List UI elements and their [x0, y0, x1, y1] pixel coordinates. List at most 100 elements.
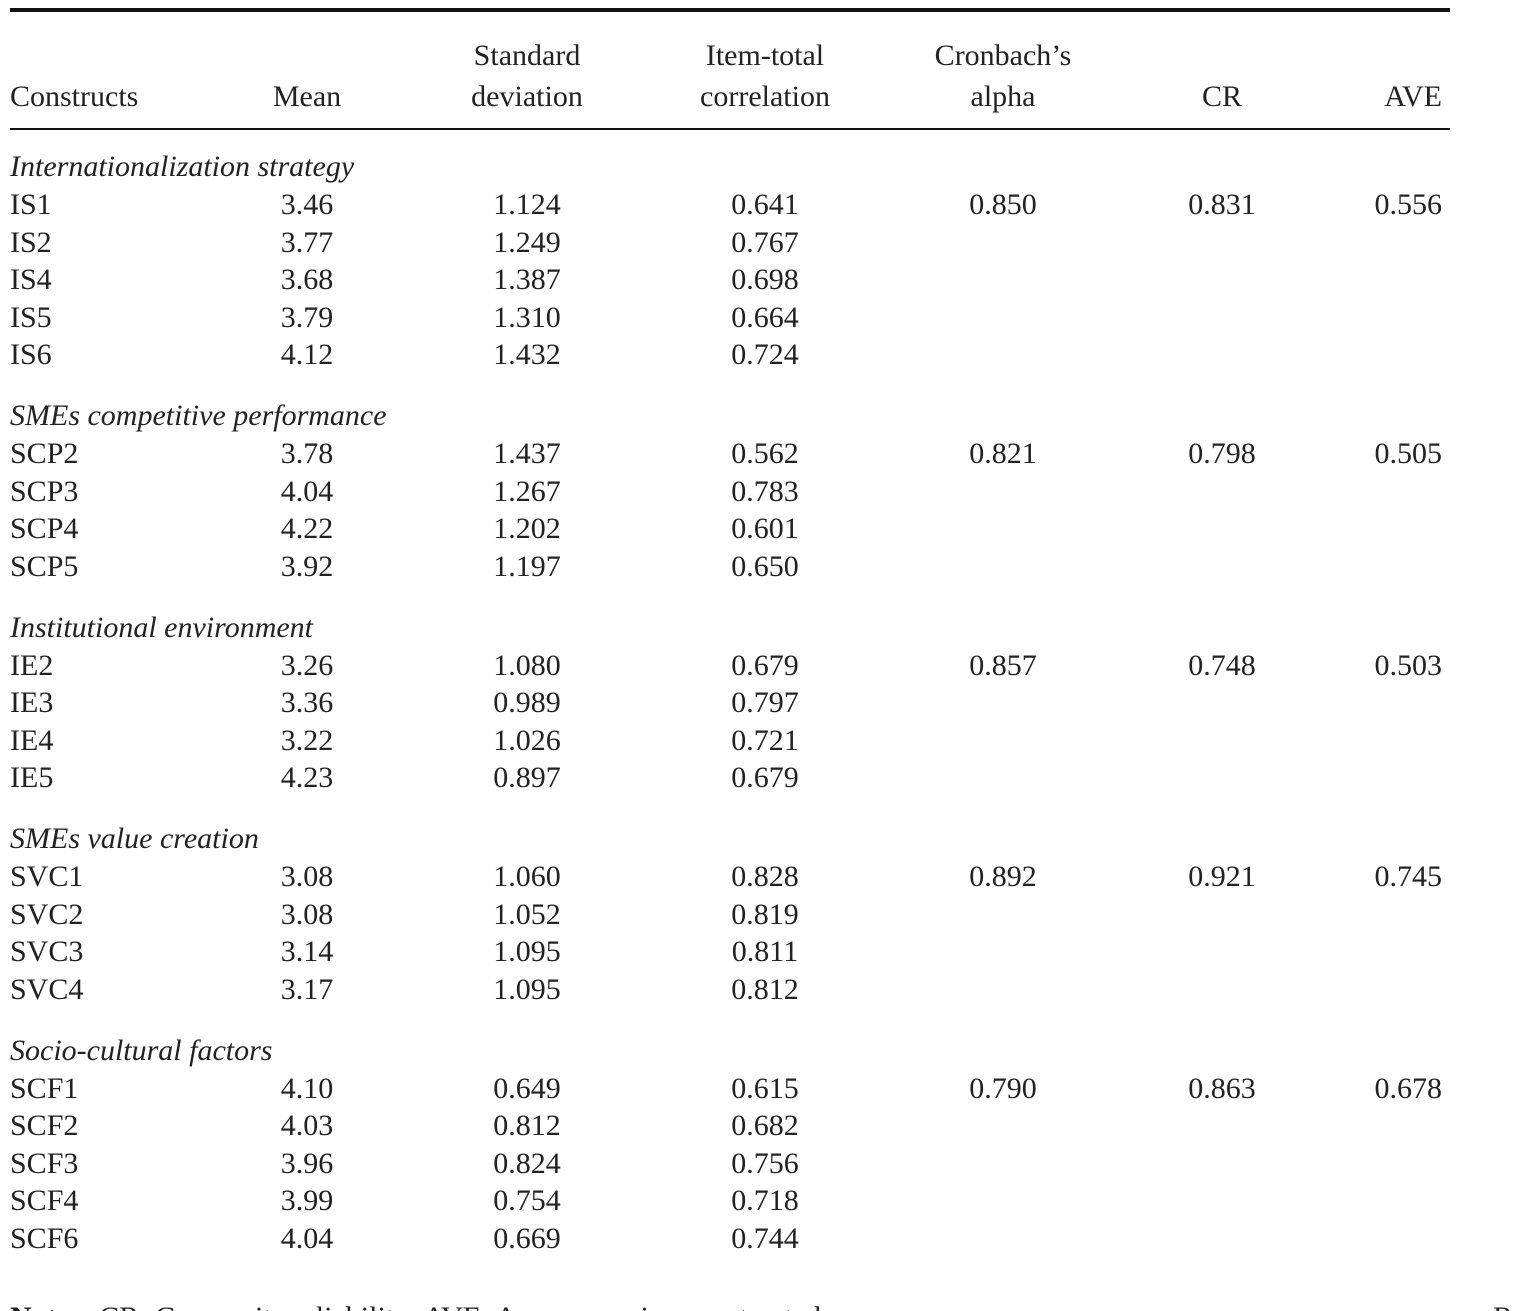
cell: 0.649	[493, 1071, 561, 1105]
cell: 0.679	[731, 761, 799, 794]
cell: 0.857	[969, 648, 1037, 682]
notes-text: CR: Composite reliability; AVE: Average …	[92, 1301, 821, 1311]
cell: 0.921	[1188, 860, 1256, 893]
cell: 0.615	[731, 1071, 799, 1105]
cell: 3.08	[280, 897, 334, 931]
cell: 4.12	[280, 338, 334, 371]
item-label: IE2	[10, 648, 54, 682]
cell: 0.797	[731, 686, 799, 719]
cell: 1.437	[493, 437, 561, 470]
cell: 0.748	[1188, 648, 1256, 682]
cell: 0.863	[1188, 1071, 1256, 1105]
cell: 0.678	[1374, 1071, 1443, 1105]
cell: 1.249	[493, 225, 561, 259]
item-label: IS2	[10, 225, 52, 259]
cell: 0.669	[493, 1221, 561, 1255]
item-label: IE3	[10, 686, 54, 719]
column-header: Item-total	[705, 39, 825, 72]
cell: 0.767	[731, 225, 799, 259]
cell: 0.756	[731, 1146, 799, 1180]
item-label: SCP2	[10, 437, 79, 470]
cell: 0.744	[731, 1221, 799, 1255]
cell: 0.812	[493, 1109, 561, 1142]
cell: 4.03	[280, 1109, 334, 1142]
cell: 1.052	[493, 897, 561, 931]
cell: 0.811	[731, 935, 799, 968]
item-label: IE4	[10, 723, 54, 757]
cell: 0.790	[969, 1071, 1037, 1105]
item-label: SVC4	[10, 972, 84, 1006]
cell: 0.650	[731, 549, 799, 583]
cell: 3.77	[280, 225, 334, 259]
cell: 0.989	[493, 686, 561, 719]
column-header: deviation	[471, 80, 583, 113]
cell: 1.197	[493, 549, 561, 583]
cell: 0.824	[493, 1146, 561, 1180]
item-label: IS6	[10, 338, 52, 371]
cell: 0.819	[731, 897, 799, 931]
item-label: SCP5	[10, 549, 79, 583]
cell: 0.698	[731, 263, 799, 296]
side-text: Re	[1493, 1300, 1523, 1311]
cell: 0.831	[1188, 188, 1256, 221]
group-title: Institutional environment	[10, 610, 314, 644]
group-title: Internationalization strategy	[10, 150, 355, 183]
cell: 3.08	[280, 860, 334, 893]
cell: 1.026	[493, 723, 561, 757]
item-label: SVC2	[10, 897, 84, 931]
item-label: IS1	[10, 188, 52, 221]
cell: 3.79	[280, 300, 334, 334]
column-header: Cronbach’s	[934, 39, 1072, 72]
cell: 0.754	[493, 1184, 561, 1217]
item-label: SCF4	[10, 1184, 79, 1217]
column-header: correlation	[700, 80, 830, 113]
cell: 0.721	[731, 723, 799, 757]
cell: 0.850	[969, 188, 1037, 221]
cell: 3.22	[280, 723, 334, 757]
item-label: SCF6	[10, 1221, 79, 1255]
cell: 0.892	[969, 860, 1037, 893]
cell: 3.68	[280, 263, 334, 296]
cell: 1.080	[493, 648, 561, 682]
cell: 0.724	[731, 338, 799, 371]
cell: 1.202	[493, 512, 561, 545]
cell: 1.095	[493, 935, 561, 968]
top-rule	[10, 8, 1450, 12]
cell: 1.267	[493, 474, 561, 508]
cell: 3.17	[280, 972, 334, 1006]
cell: 1.060	[493, 860, 561, 893]
cell: 0.812	[731, 972, 799, 1006]
item-label: SVC3	[10, 935, 84, 968]
cell: 1.124	[493, 188, 561, 221]
column-header: AVE	[1384, 80, 1442, 113]
cell: 0.783	[731, 474, 799, 508]
item-label: SCF2	[10, 1109, 79, 1142]
column-header: Constructs	[10, 80, 139, 113]
cell: 0.562	[731, 437, 799, 470]
cell: 4.10	[280, 1071, 334, 1105]
column-header: alpha	[970, 80, 1036, 113]
cell: 0.897	[493, 761, 561, 794]
notes: Notes: CR: Composite reliability; AVE: A…	[10, 1300, 821, 1311]
group-title: SMEs value creation	[10, 822, 259, 855]
cell: 0.601	[731, 512, 799, 545]
cell: 3.96	[280, 1146, 334, 1180]
column-header: Mean	[272, 80, 342, 113]
item-label: SCP3	[10, 474, 79, 508]
cell: 0.821	[969, 437, 1037, 470]
cell: 3.78	[280, 437, 334, 470]
item-label: IE5	[10, 761, 54, 794]
cell: 1.432	[493, 338, 561, 371]
cell: 1.310	[493, 300, 561, 334]
cell: 0.745	[1374, 860, 1443, 893]
cell: 3.36	[280, 686, 334, 719]
cell: 0.664	[731, 300, 799, 334]
column-header: Standard	[473, 39, 581, 72]
cell: 0.556	[1374, 188, 1443, 221]
cell: 1.387	[493, 263, 561, 296]
cell: 0.679	[731, 648, 799, 682]
cell: 4.04	[280, 1221, 334, 1255]
item-label: IS5	[10, 300, 52, 334]
header-rule	[10, 128, 1450, 130]
